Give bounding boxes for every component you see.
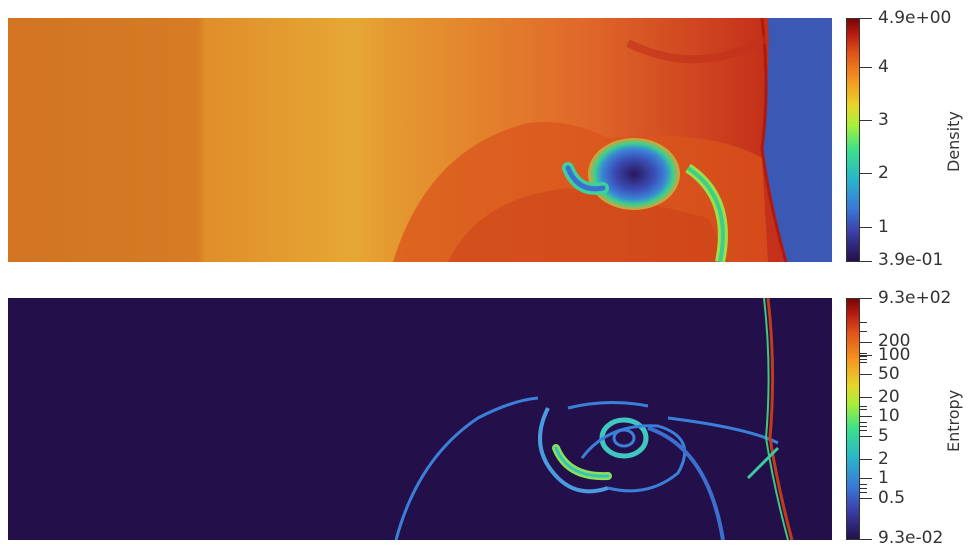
entropy-max-label: 9.3e+02: [878, 288, 952, 308]
entropy-minor-tick: [860, 359, 867, 360]
entropy-minor-tick: [860, 430, 867, 431]
entropy-minor-tick: [860, 409, 867, 410]
density-tick: [860, 67, 872, 68]
entropy-colorbar: [846, 298, 860, 540]
entropy-tick: [860, 374, 872, 375]
entropy-minor-tick: [860, 422, 867, 423]
entropy-tick: [860, 416, 872, 417]
entropy-minor-tick: [860, 484, 867, 485]
entropy-tick-label: 10: [878, 406, 900, 426]
entropy-tick-label: 0.5: [878, 488, 906, 508]
density-tick-label: 4: [878, 57, 889, 77]
density-field-plot: [8, 18, 832, 262]
entropy-tick-label: 100: [878, 345, 911, 365]
density-axis-title: Density: [944, 111, 963, 172]
entropy-minor-tick: [860, 492, 867, 493]
entropy-tick-label: 5: [878, 426, 889, 446]
density-colorbar: [846, 18, 860, 262]
density-min-label: 3.9e-01: [878, 250, 944, 270]
entropy-tick-label: 2: [878, 449, 889, 469]
entropy-axis-title: Entropy: [944, 389, 963, 452]
density-max-label: 4.9e+00: [878, 8, 952, 28]
entropy-tick: [860, 298, 872, 299]
entropy-tick-label: 200: [878, 331, 911, 351]
entropy-minor-tick: [860, 331, 867, 332]
density-tick-label: 3: [878, 110, 889, 130]
entropy-tick: [860, 459, 872, 460]
density-tick: [860, 173, 872, 174]
density-tick: [860, 18, 872, 19]
density-tick-label: 2: [878, 163, 889, 183]
entropy-tick: [860, 498, 872, 499]
entropy-minor-tick: [860, 356, 867, 357]
entropy-tick: [860, 397, 872, 398]
density-tick: [860, 261, 872, 262]
entropy-tick-label: 20: [878, 387, 900, 407]
entropy-minor-tick: [860, 353, 867, 354]
entropy-tick: [860, 539, 872, 540]
entropy-tick: [860, 355, 872, 356]
entropy-tick-label: 50: [878, 364, 900, 384]
entropy-tick: [860, 436, 872, 437]
density-tick: [860, 227, 872, 228]
entropy-minor-tick: [860, 406, 867, 407]
entropy-minor-tick: [860, 488, 867, 489]
density-tick-label: 1: [878, 217, 889, 237]
density-tick: [860, 120, 872, 121]
entropy-min-label: 9.3e-02: [878, 528, 944, 548]
entropy-field-plot: [8, 298, 832, 540]
entropy-tick: [860, 478, 872, 479]
entropy-minor-tick: [860, 426, 867, 427]
entropy-tick: [860, 342, 872, 343]
entropy-tick-label: 1: [878, 468, 889, 488]
entropy-field-image: [8, 298, 832, 540]
entropy-minor-tick: [860, 362, 867, 363]
density-field-image: [8, 18, 832, 262]
entropy-minor-tick: [860, 322, 867, 323]
